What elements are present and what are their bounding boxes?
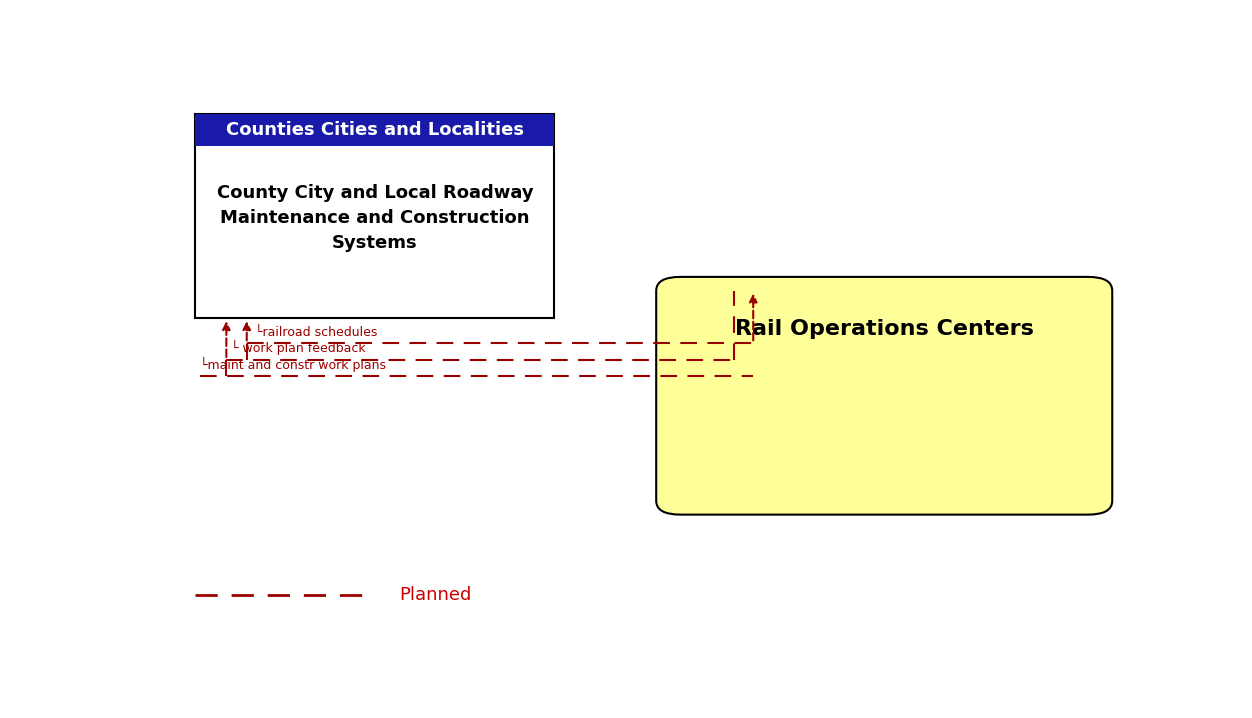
Text: └ work plan feedback: └ work plan feedback: [232, 340, 366, 355]
Text: └railroad schedules: └railroad schedules: [254, 326, 377, 339]
FancyBboxPatch shape: [195, 113, 555, 146]
Text: Rail Operations Centers: Rail Operations Centers: [735, 320, 1034, 340]
Text: Planned: Planned: [399, 586, 472, 604]
Text: └maint and constr work plans: └maint and constr work plans: [200, 357, 386, 372]
Text: County City and Local Roadway
Maintenance and Construction
Systems: County City and Local Roadway Maintenanc…: [217, 184, 533, 252]
FancyBboxPatch shape: [195, 113, 555, 318]
Text: Counties Cities and Localities: Counties Cities and Localities: [225, 121, 523, 139]
FancyBboxPatch shape: [656, 277, 1112, 515]
